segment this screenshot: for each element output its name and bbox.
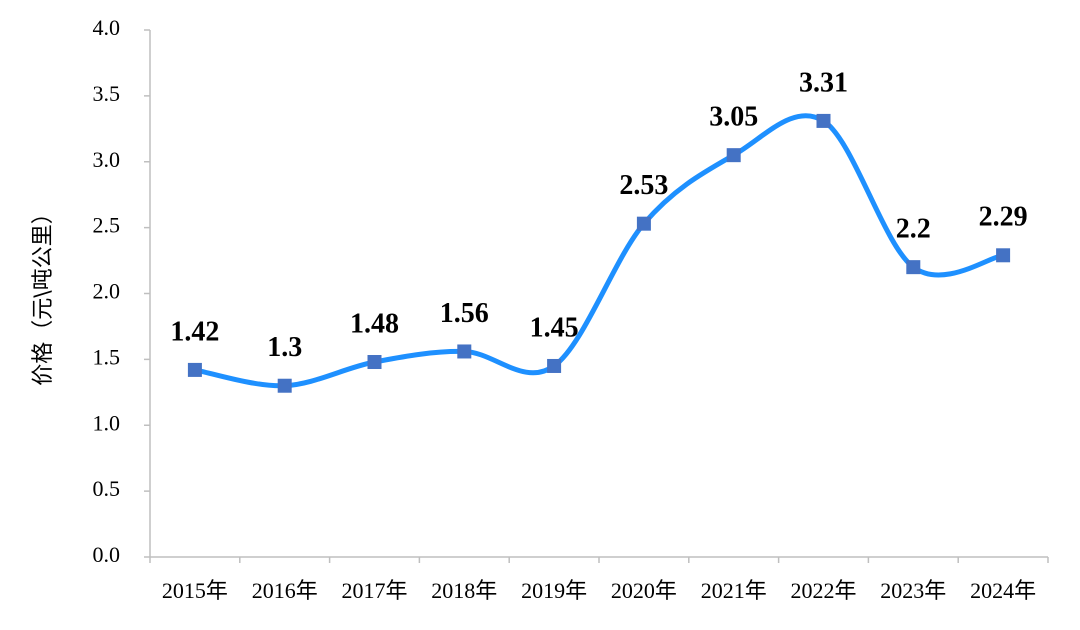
data-label: 1.56 xyxy=(440,298,489,329)
data-label: 2.29 xyxy=(979,202,1028,233)
line xyxy=(194,113,1004,389)
y-tick-label: 3.5 xyxy=(93,81,121,106)
y-tick-label: 0.0 xyxy=(93,542,121,567)
y-tick-label: 1.0 xyxy=(93,410,121,435)
marker xyxy=(906,260,921,275)
marker xyxy=(636,216,651,231)
x-tick-label: 2015年 xyxy=(162,578,228,603)
marker xyxy=(457,344,472,359)
data-label: 3.05 xyxy=(709,102,758,133)
marker xyxy=(187,362,202,377)
marker xyxy=(996,248,1011,263)
data-label: 2.2 xyxy=(896,214,931,245)
marker xyxy=(277,378,292,393)
y-tick-label: 4.0 xyxy=(93,15,121,40)
x-tick-label: 2024年 xyxy=(970,578,1036,603)
data-label: 3.31 xyxy=(799,67,848,98)
x-tick-label: 2016年 xyxy=(252,578,318,603)
y-axis-label: 价格（元\吨公里） xyxy=(31,202,56,385)
y-tick-label: 2.5 xyxy=(93,213,121,238)
data-label: 1.42 xyxy=(170,316,219,347)
x-tick-label: 2021年 xyxy=(701,578,767,603)
x-tick-label: 2020年 xyxy=(611,578,677,603)
data-label: 1.45 xyxy=(530,312,579,343)
data-label: 1.3 xyxy=(267,332,302,363)
y-tick-label: 2.0 xyxy=(93,279,121,304)
x-tick-label: 2019年 xyxy=(521,578,587,603)
y-tick-label: 1.5 xyxy=(93,344,121,369)
data-label: 2.53 xyxy=(619,170,668,201)
data-label: 1.48 xyxy=(350,308,399,339)
marker xyxy=(726,148,741,163)
y-tick-label: 0.5 xyxy=(93,476,121,501)
x-tick-label: 2018年 xyxy=(431,578,497,603)
y-tick-label: 3.0 xyxy=(93,147,121,172)
x-tick-label: 2017年 xyxy=(341,578,407,603)
marker xyxy=(367,355,382,370)
marker xyxy=(816,113,831,128)
x-tick-label: 2023年 xyxy=(880,578,946,603)
x-tick-label: 2022年 xyxy=(790,578,856,603)
marker xyxy=(547,358,562,373)
